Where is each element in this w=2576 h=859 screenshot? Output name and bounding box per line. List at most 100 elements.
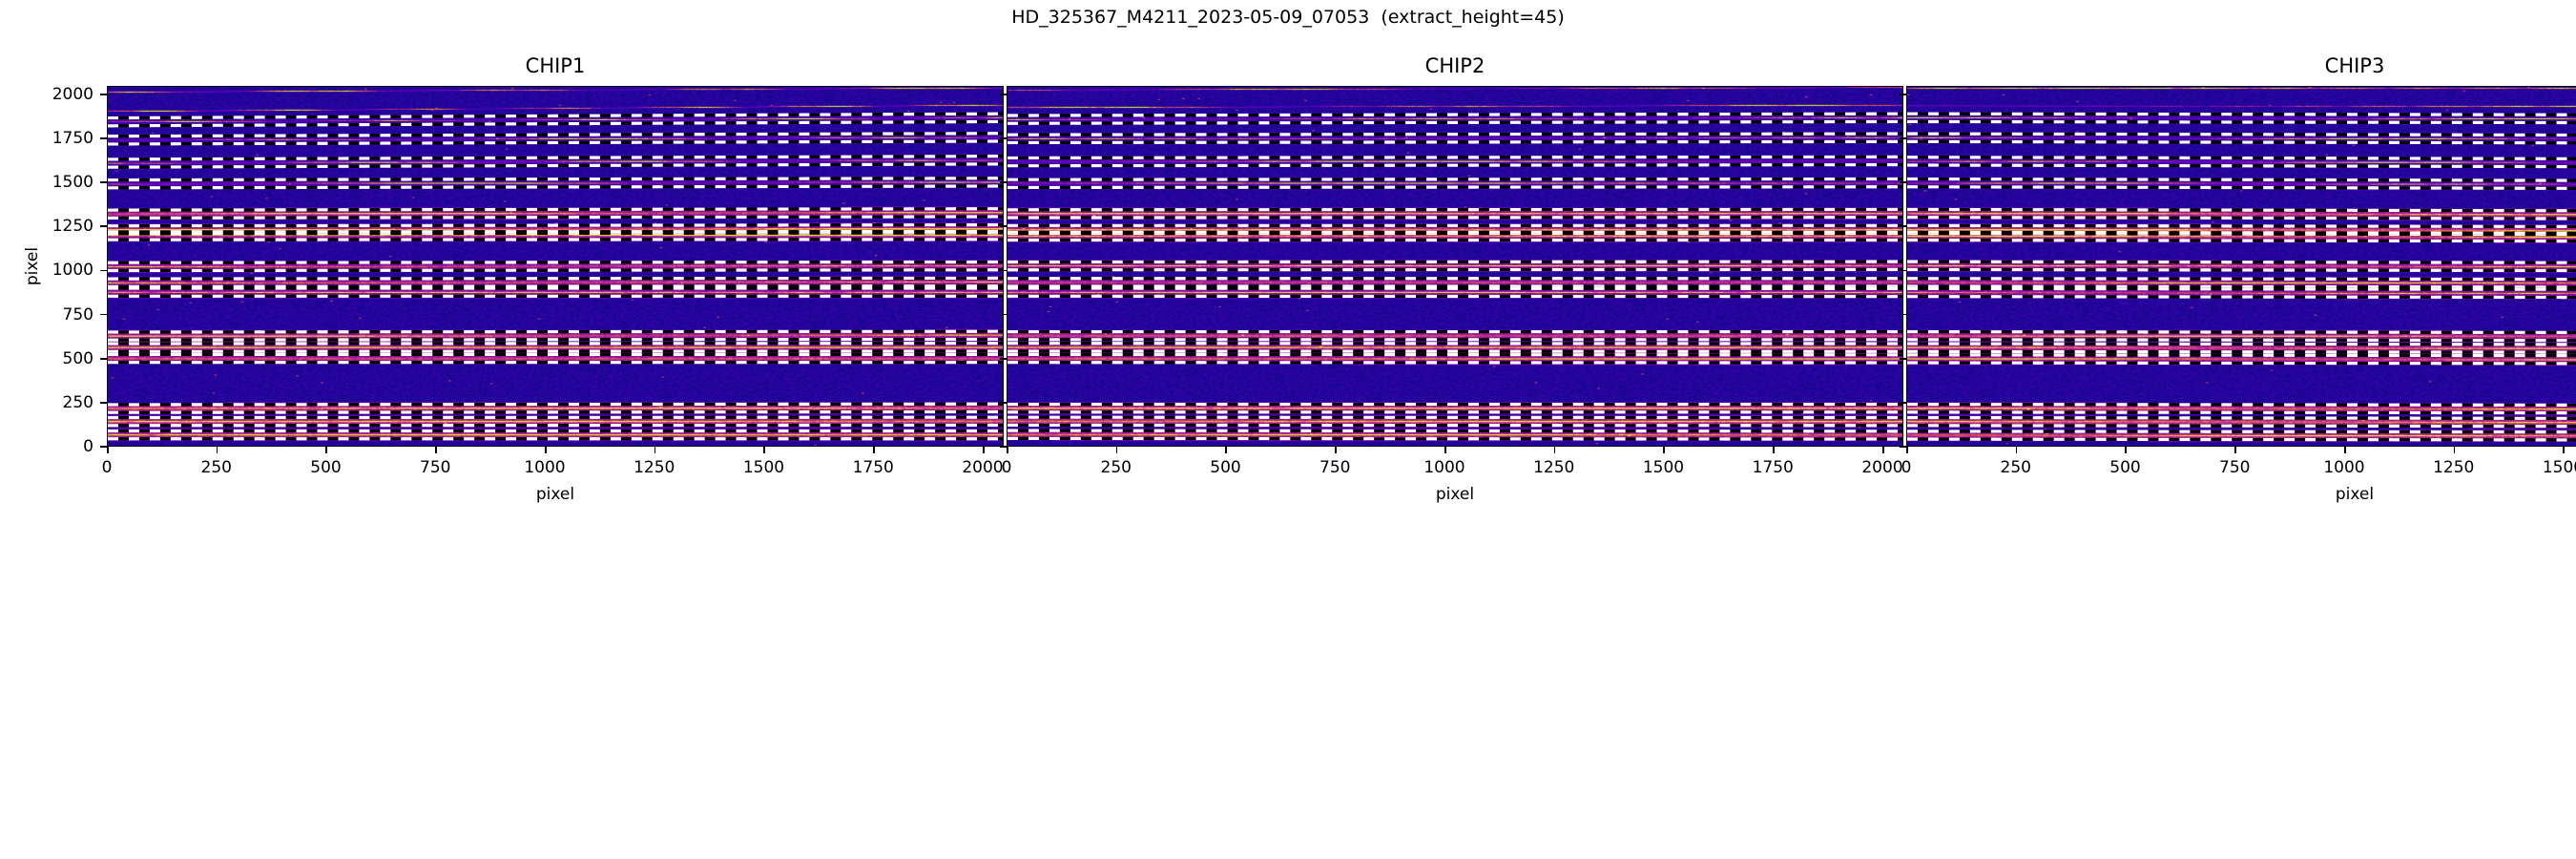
trace-boundary-white [108,215,1003,220]
x-tick-mark [2453,447,2456,453]
trace-boundary-white [1008,139,1902,145]
y-tick-mark [1900,269,1906,272]
trace-boundary-white [108,119,1003,128]
x-tick-mark [2563,447,2566,453]
trace-boundary-white [1907,223,2576,229]
trace-boundary-white [108,162,1003,169]
trace-boundary-white [1907,342,2576,346]
x-tick-mark [2343,447,2346,453]
trace-boundary-white [108,402,1003,407]
x-axis-label-chip1: pixel [535,485,575,504]
axes-frame-chip3 [1906,86,2576,447]
trace-boundary-white [1907,216,2576,220]
trace-boundary-white [1907,295,2576,300]
x-tick-label: 500 [1210,458,1241,477]
trace-boundary-white [1907,230,2576,235]
x-tick-label: 250 [200,458,232,477]
x-tick-label: 2000 [1861,458,1903,477]
subplot-chip1: CHIP1 0 250 500 750 1000 1250 1500 1750 2000 0 250 5… [23,54,1004,504]
x-tick-label: 500 [310,458,342,477]
x-tick-mark [1225,447,1228,453]
y-tick-mark [100,313,107,316]
y-tick-mark [100,225,107,228]
trace-boundary-white [1008,177,1902,181]
y-tick-mark [1000,225,1007,228]
x-tick-mark [1663,447,1666,453]
x-tick-mark [1553,447,1556,453]
y-tick-mark [1900,357,1906,360]
y-tick-mark [100,402,107,404]
x-tick-mark [544,447,547,453]
trace-boundary-white [108,132,1003,138]
x-tick-mark [107,447,109,453]
trace-boundary-white [1907,185,2576,190]
extraction-trace-overlay-chip2 [1008,112,1902,441]
y-tick-mark [1900,94,1906,95]
y-tick-label: 0 [83,437,93,456]
trace-boundary-white [1907,424,2576,429]
y-tick-mark [100,181,107,183]
trace-boundary-white [1907,112,2576,116]
trace-boundary-white [108,284,1003,288]
detector-image-chip2 [1008,87,1902,446]
y-tick-mark [1000,446,1007,448]
x-tick-mark [1115,447,1118,453]
y-tick-mark [1000,94,1007,95]
x-tick-label: 0 [101,458,113,477]
trace-boundary-white [1907,177,2576,182]
y-tick-mark [100,269,107,272]
y-tick-mark [100,357,107,360]
trace-boundary-white [1008,185,1902,190]
trace-boundary-white [108,337,1003,342]
y-tick-label: 250 [62,392,93,412]
y-tick-mark [1000,269,1007,272]
y-tick-mark [1900,137,1906,139]
trace-boundary-white [1907,284,2576,289]
subplot-title-chip2: CHIP2 [1424,54,1485,77]
y-tick-mark [1900,181,1906,183]
trace-boundary-white [108,222,1003,228]
x-tick-label: 1000 [2323,458,2365,477]
trace-boundary-white [108,112,1003,120]
y-tick-label: 750 [62,304,93,325]
y-tick-mark [1000,313,1007,316]
x-tick-mark [435,447,437,453]
spectral-raster-chip2 [1008,87,1902,446]
x-tick-mark [1906,447,1908,453]
y-tick-label: 1250 [52,217,93,237]
x-tick-label: 1250 [1533,458,1575,477]
spectral-raster-chip1 [108,87,1003,446]
subplot-title-chip1: CHIP1 [525,54,586,77]
y-tick-mark [100,446,107,448]
x-tick-mark [763,447,766,453]
extraction-trace-overlay-chip3 [1907,112,2576,442]
trace-boundary-white [1008,163,1902,168]
trace-boundary-white [1907,286,2576,291]
trace-boundary-white [1907,338,2576,343]
trace-boundary-white [108,155,1003,161]
x-tick-mark [654,447,656,453]
x-tick-label: 750 [2219,458,2251,477]
y-tick-mark [1900,402,1906,404]
x-tick-label: 500 [2109,458,2141,477]
trace-boundary-white [108,276,1003,281]
y-tick-mark [1900,313,1906,316]
trace-boundary-white [1907,277,2576,282]
trace-boundary-white [1907,402,2576,407]
x-tick-label: 1000 [1423,458,1465,477]
trace-boundary-white [1907,119,2576,125]
x-tick-label: 1500 [1642,458,1685,477]
trace-boundary-white [1907,207,2576,213]
x-tick-mark [1007,447,1008,453]
x-tick-label: 750 [1319,458,1351,477]
x-tick-label: 1750 [852,458,894,477]
x-tick-mark [2015,447,2018,453]
x-tick-label: 250 [1100,458,1132,477]
x-tick-mark [1881,447,1884,453]
trace-boundary-white [108,177,1003,182]
trace-boundary-white [1907,139,2576,145]
y-axis-label: pixel [23,246,42,286]
y-tick-mark [1000,357,1007,360]
y-tick-mark [1900,446,1906,448]
trace-boundary-white [1008,132,1902,136]
